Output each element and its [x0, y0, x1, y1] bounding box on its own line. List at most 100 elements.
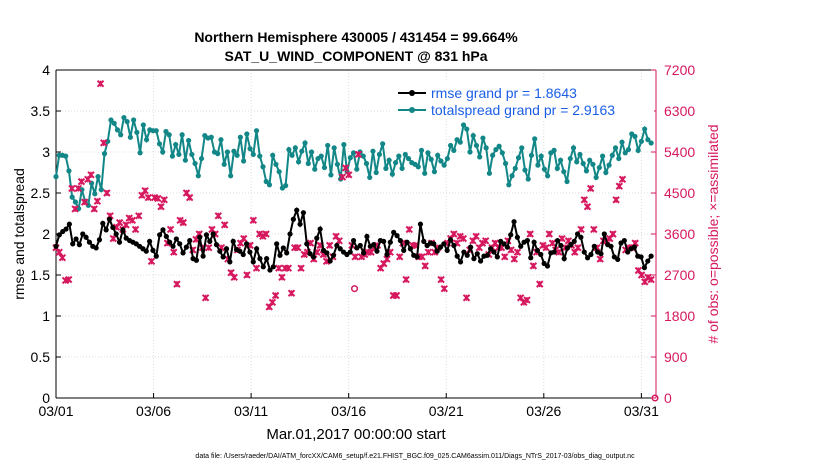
obs-assimilated-point — [421, 262, 429, 270]
totalspread-point — [577, 151, 583, 158]
obs-assimilated-point — [510, 255, 518, 263]
totalspread-point — [418, 147, 425, 153]
obs-assimilated-point — [341, 164, 350, 172]
rmse-point — [230, 238, 236, 244]
obs-assimilated-point — [523, 296, 531, 304]
obs-assimilated-point — [100, 139, 108, 147]
rmse-point — [491, 249, 497, 255]
totalspread-point — [490, 152, 496, 158]
totalspread-point — [422, 170, 428, 176]
rmse-point — [96, 237, 103, 243]
totalspread-point — [63, 153, 69, 159]
totalspread-point — [131, 117, 137, 123]
totalspread-point — [396, 153, 402, 159]
obs-assimilated-point — [297, 264, 305, 272]
y-tick-label: 1.5 — [31, 267, 51, 283]
rmse-point — [384, 251, 390, 258]
obs-possible-point — [651, 394, 659, 402]
totalspread-point — [648, 140, 654, 146]
obs-assimilated-point — [418, 253, 426, 261]
rmse-point — [334, 242, 340, 249]
rmse-point — [193, 257, 200, 263]
obs-assimilated-point — [115, 218, 124, 227]
obs-assimilated-point — [131, 225, 140, 234]
rmse-point — [53, 243, 59, 249]
rmse-point — [544, 263, 551, 269]
obs-possible-point — [350, 285, 359, 293]
totalspread-point — [402, 151, 408, 158]
axes-layer — [55, 69, 657, 399]
obs-assimilated-point — [574, 243, 582, 252]
obs-assimilated-point — [214, 212, 223, 220]
totalspread-point — [612, 145, 619, 151]
totalspread-point — [98, 187, 104, 193]
obs-assimilated-point — [345, 171, 353, 179]
totalspread-point — [515, 155, 522, 161]
totalspread-point — [389, 171, 395, 177]
obs-assimilated-point — [545, 230, 553, 238]
chart-title: Northern Hemisphere 430005 / 431454 = 99… — [194, 29, 518, 45]
obs-assimilated-point — [249, 216, 258, 225]
totalspread-point — [363, 160, 370, 167]
totalspread-point — [564, 178, 570, 185]
obs-assimilated-point — [268, 298, 277, 307]
totalspread-point — [247, 146, 253, 152]
rmse-point — [554, 237, 561, 244]
rmse-point — [360, 250, 367, 256]
totalspread-point — [470, 133, 476, 139]
totalspread-point — [574, 159, 580, 165]
rmse-point — [508, 232, 514, 238]
rmse-point — [588, 251, 594, 258]
totalspread-point — [499, 150, 505, 156]
totalspread-point — [606, 162, 612, 168]
obs-assimilated-point — [103, 189, 111, 197]
totalspread-point — [66, 168, 72, 174]
totalspread-point — [380, 141, 386, 147]
obs-assimilated-point — [612, 196, 620, 204]
rmse-point — [213, 242, 220, 248]
rmse-point — [571, 238, 577, 244]
obs-assimilated-point — [287, 289, 296, 297]
totalspread-point — [140, 122, 146, 128]
totalspread-point — [124, 119, 130, 125]
obs-assimilated-point — [201, 294, 210, 302]
obs-assimilated-point — [647, 275, 655, 284]
totalspread-point — [295, 159, 302, 165]
totalspread-point — [308, 149, 315, 155]
obs-assimilated-point — [542, 243, 550, 252]
totalspread-point — [528, 152, 535, 158]
rmse-point — [310, 254, 317, 260]
totalspread-point — [441, 162, 447, 168]
rmse-point — [250, 259, 256, 265]
rmse-point — [63, 226, 69, 232]
obs-assimilated-point — [294, 243, 302, 252]
totalspread-point — [228, 173, 234, 179]
totalspread-point — [425, 150, 431, 156]
rmse-point — [551, 249, 557, 255]
obs-assimilated-point — [80, 198, 89, 206]
obs-assimilated-point — [548, 239, 557, 247]
totalspread-point — [302, 140, 308, 146]
obs-assimilated-point — [335, 237, 343, 245]
rmse-point — [437, 244, 444, 250]
obs-assimilated-point — [160, 196, 168, 204]
rmse-point — [474, 251, 480, 257]
totalspread-point — [619, 139, 625, 145]
rmse-point — [364, 233, 370, 240]
rmse-point — [578, 234, 584, 240]
totalspread-point — [557, 157, 564, 163]
totalspread-point — [182, 157, 188, 163]
rmse-point — [584, 255, 591, 261]
rmse-point — [327, 258, 333, 264]
rmse-point — [270, 264, 276, 270]
rmse-point — [501, 241, 507, 247]
totalspread-point — [583, 168, 590, 174]
totalspread-point — [266, 182, 273, 188]
obs-assimilated-point — [555, 248, 563, 256]
rmse-point — [528, 255, 534, 261]
rmse-point — [237, 248, 243, 254]
totalspread-point — [328, 172, 334, 178]
totalspread-point — [538, 153, 544, 159]
rmse-point — [280, 245, 286, 251]
